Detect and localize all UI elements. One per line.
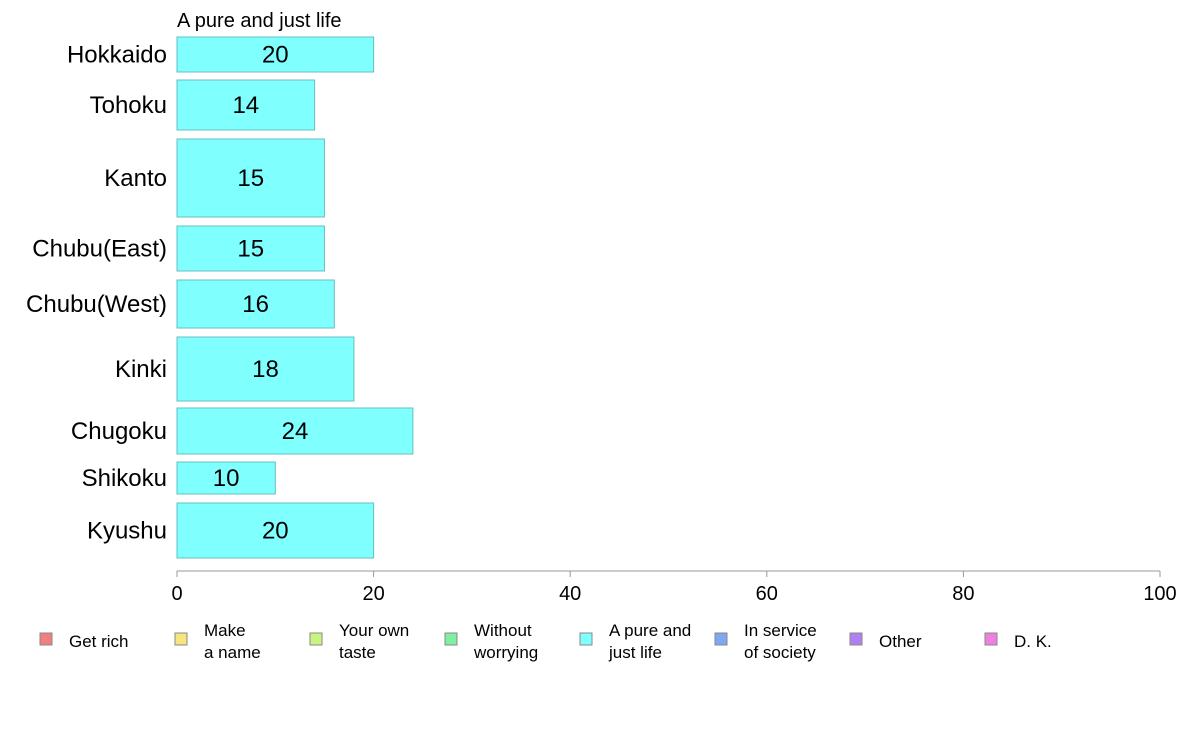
data-label: 15 bbox=[237, 165, 264, 192]
category-label: Hokkaido bbox=[67, 42, 167, 69]
bar-kinki bbox=[176, 336, 355, 402]
legend-label: taste bbox=[339, 643, 376, 662]
bar-kanto bbox=[176, 138, 325, 218]
bar-kyushu bbox=[176, 502, 375, 559]
x-axis: 0 20 40 60 80 100 bbox=[171, 570, 1177, 605]
legend-item: Make a name bbox=[174, 621, 261, 662]
legend-swatch bbox=[309, 632, 323, 646]
legend: Get rich Make a name Your own taste Without wo… bbox=[39, 621, 1052, 662]
legend-swatch bbox=[444, 632, 458, 646]
data-label: 24 bbox=[282, 418, 309, 445]
category-label: Kanto bbox=[104, 165, 167, 192]
legend-item: Without worrying bbox=[444, 621, 538, 662]
legend-item: A pure and just life bbox=[579, 621, 691, 662]
legend-label: just life bbox=[608, 643, 662, 662]
x-tick-label: 40 bbox=[559, 583, 581, 605]
legend-label: In service bbox=[744, 621, 817, 640]
legend-label: worrying bbox=[473, 643, 538, 662]
legend-label: Without bbox=[474, 621, 532, 640]
legend-swatch bbox=[579, 632, 593, 646]
x-tick-label: 20 bbox=[362, 583, 384, 605]
x-tick-label: 100 bbox=[1143, 583, 1176, 605]
category-label: Chubu(East) bbox=[32, 236, 167, 263]
legend-swatch bbox=[984, 632, 998, 646]
bar-chubu-east bbox=[176, 225, 325, 272]
data-label: 16 bbox=[242, 291, 269, 318]
category-label: Chugoku bbox=[71, 418, 167, 445]
legend-item: Other bbox=[849, 632, 922, 651]
data-label: 20 bbox=[262, 518, 289, 545]
x-tick-label: 80 bbox=[952, 583, 974, 605]
legend-item: Your own taste bbox=[309, 621, 409, 662]
legend-swatch bbox=[714, 632, 728, 646]
legend-swatch bbox=[39, 632, 53, 646]
data-label: 15 bbox=[237, 236, 264, 263]
x-tick-label: 0 bbox=[171, 583, 182, 605]
legend-label: Make bbox=[204, 621, 246, 640]
bars-group: Hokkaido 20 Tohoku 14 Kanto 15 Chubu(East) 15 Ch… bbox=[26, 36, 414, 559]
data-label: 20 bbox=[262, 42, 289, 69]
category-label: Kinki bbox=[115, 356, 167, 383]
legend-swatch bbox=[174, 632, 188, 646]
data-label: 18 bbox=[252, 356, 279, 383]
legend-label: Other bbox=[879, 632, 922, 651]
x-tick-label: 60 bbox=[756, 583, 778, 605]
category-label: Shikoku bbox=[82, 465, 167, 492]
legend-item: In service of society bbox=[714, 621, 817, 662]
legend-label: D. K. bbox=[1014, 632, 1052, 651]
data-label: 10 bbox=[213, 465, 240, 492]
legend-label: a name bbox=[204, 643, 261, 662]
bar-tohoku bbox=[176, 79, 316, 131]
legend-label: Your own bbox=[339, 621, 409, 640]
legend-label: Get rich bbox=[69, 632, 129, 651]
chart-title: A pure and just life bbox=[177, 10, 342, 32]
bar-chubu-west bbox=[176, 279, 335, 329]
category-label: Kyushu bbox=[87, 518, 167, 545]
data-label: 14 bbox=[232, 92, 259, 119]
legend-item: D. K. bbox=[984, 632, 1052, 651]
category-label: Tohoku bbox=[90, 92, 167, 119]
legend-label: A pure and bbox=[609, 621, 691, 640]
legend-label: of society bbox=[744, 643, 816, 662]
category-label: Chubu(West) bbox=[26, 291, 167, 318]
bar-hokkaido bbox=[176, 36, 375, 73]
legend-swatch bbox=[849, 632, 863, 646]
legend-item: Get rich bbox=[39, 632, 129, 651]
bar-chugoku bbox=[176, 407, 414, 455]
bar-shikoku bbox=[176, 461, 276, 495]
